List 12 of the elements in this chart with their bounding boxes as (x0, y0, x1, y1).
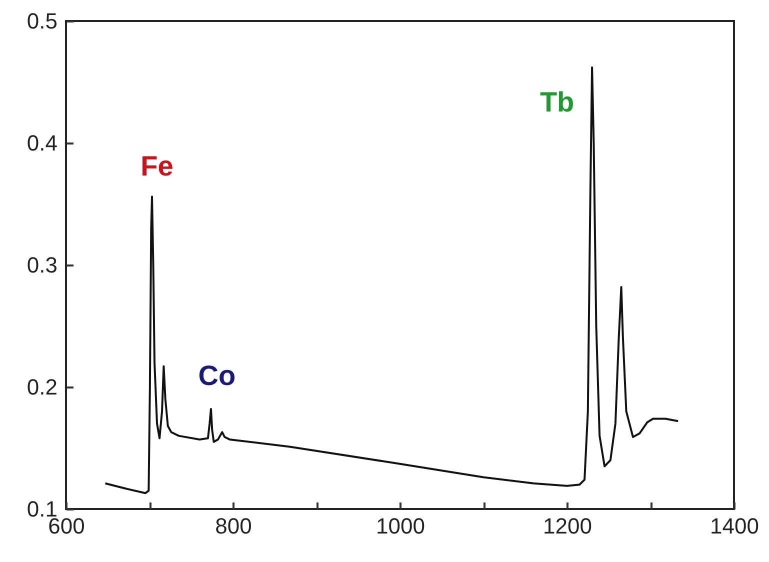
x-tick-label: 1400 (710, 514, 759, 538)
x-tick-label: 1000 (376, 514, 425, 538)
annotation: Fe (140, 150, 174, 182)
x-tick-label: 1200 (543, 514, 592, 538)
x-tick-label: 800 (215, 514, 252, 538)
y-tick-label: 0.5 (26, 8, 58, 34)
y-tick-label: 0.3 (26, 252, 58, 278)
annotation: Co (198, 360, 236, 391)
y-tick-label: 0.4 (26, 130, 58, 156)
line-series (104, 66, 680, 494)
annotation: Tb (540, 86, 574, 118)
y-tick-label: 0.2 (26, 374, 58, 400)
